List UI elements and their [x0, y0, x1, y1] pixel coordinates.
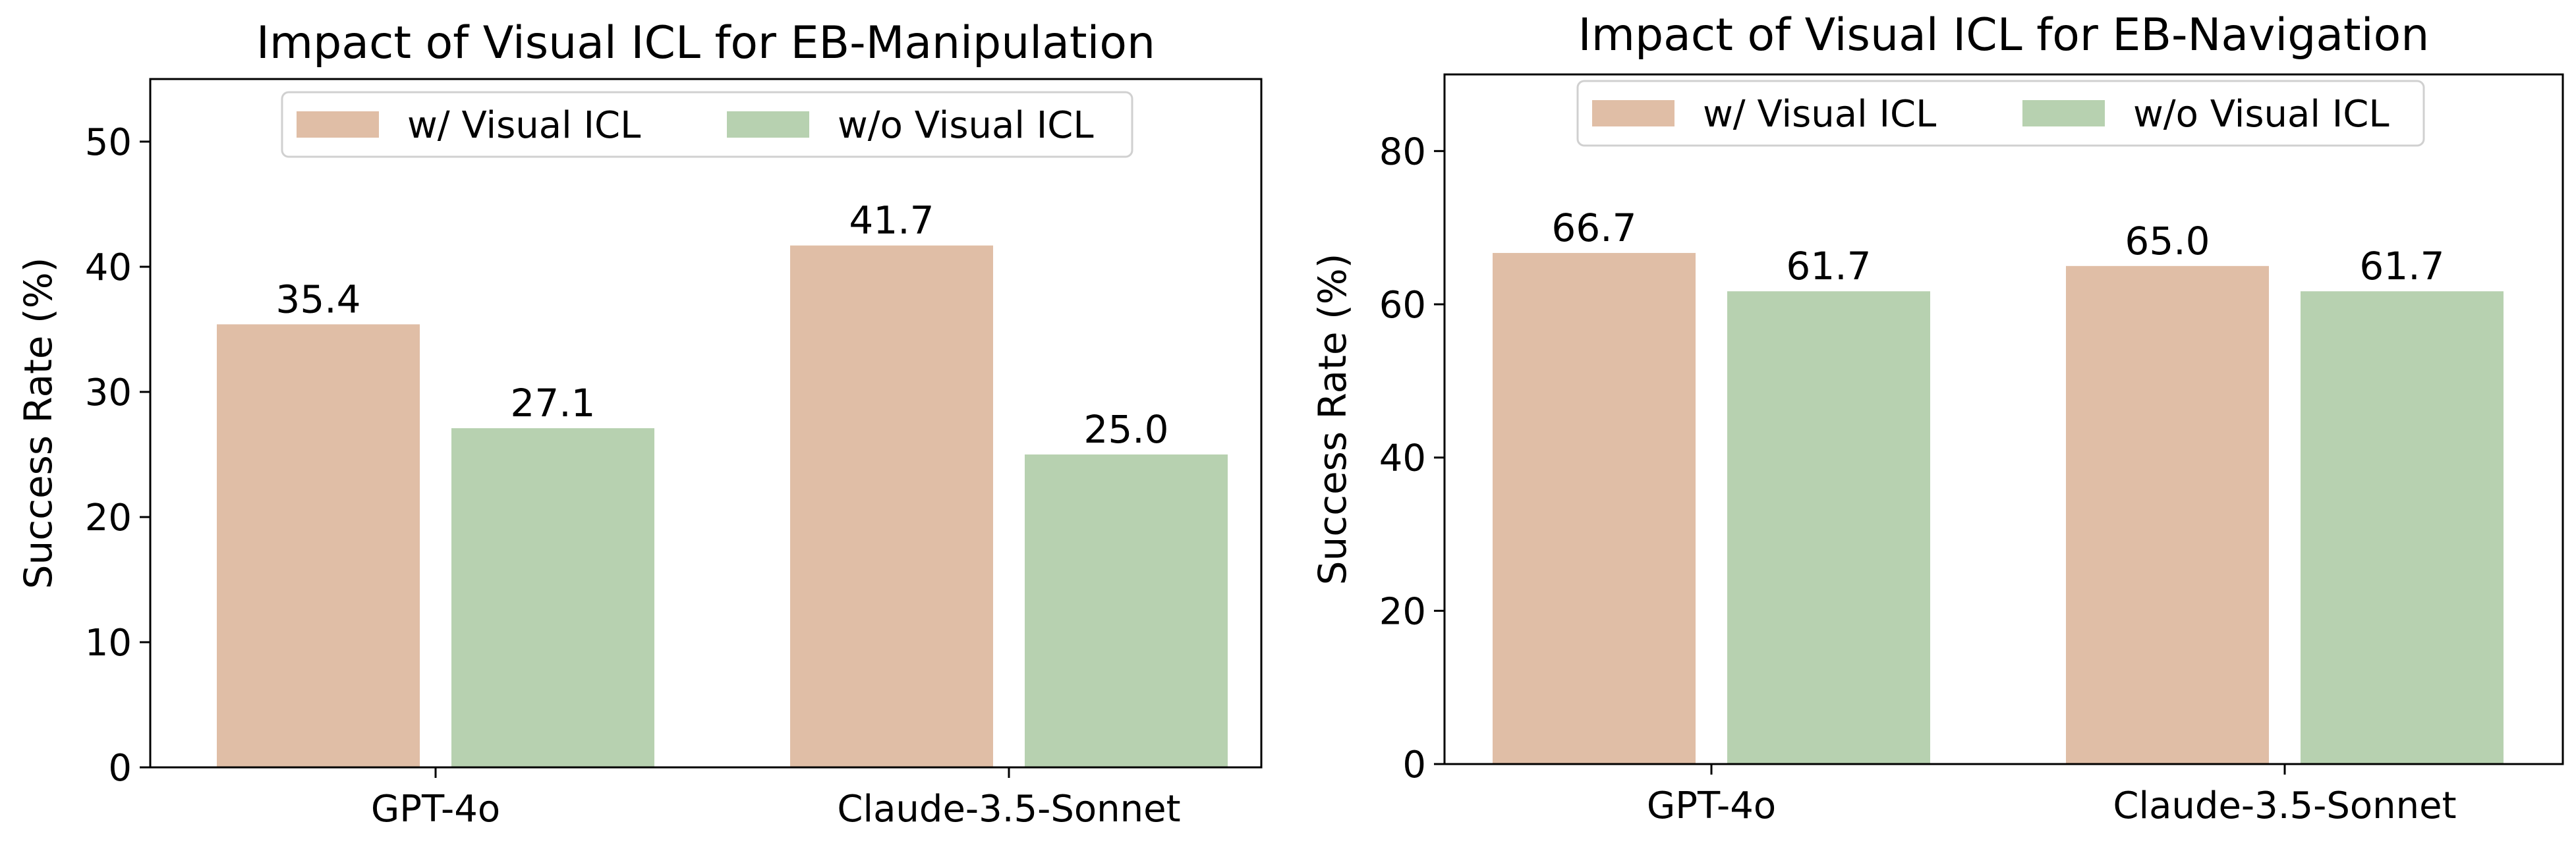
bar-without-visual-icl-1: [1727, 291, 1930, 764]
data-label: 61.7: [2359, 244, 2444, 288]
y-axis-label: Success Rate (%): [1310, 254, 1355, 586]
plot-frame: [149, 78, 1263, 769]
y-tick-label: 20: [1379, 590, 1426, 633]
y-tick-label: 0: [1402, 744, 1426, 786]
y-tick-label: 0: [108, 747, 132, 790]
data-label: 27.1: [510, 381, 595, 425]
chart-title: Impact of Visual ICL for EB-Manipulation: [256, 17, 1155, 69]
y-tick-label: 50: [85, 121, 132, 164]
data-label: 66.7: [1551, 206, 1636, 250]
x-tick-label: GPT-4o: [371, 788, 500, 831]
bar-with-visual-icl-2: [2066, 265, 2269, 764]
y-axis-label: Success Rate (%): [16, 258, 61, 590]
y-tick-label: 60: [1379, 284, 1426, 327]
y-tick-label: 30: [85, 371, 132, 414]
y-tick-label: 10: [85, 622, 132, 665]
legend-swatch: [727, 111, 809, 138]
legend-box: [1576, 80, 2425, 147]
legend-label: w/o Visual ICL: [838, 104, 1094, 147]
legend-box: [281, 91, 1133, 158]
legend-swatch: [1592, 100, 1674, 126]
bar-with-visual-icl-1: [217, 324, 420, 767]
legend: w/ Visual ICL w/o Visual ICL: [1576, 80, 2425, 147]
y-tick-label: 40: [85, 246, 132, 289]
bar-without-visual-icl-2: [1025, 454, 1228, 767]
legend: w/ Visual ICL w/o Visual ICL: [281, 91, 1133, 158]
data-label: 41.7: [849, 198, 934, 243]
y-tick-label: 80: [1379, 130, 1426, 173]
x-tick-label: Claude-3.5-Sonnet: [2113, 784, 2456, 827]
y-tick-label: 20: [85, 497, 132, 539]
x-tick-label: Claude-3.5-Sonnet: [837, 788, 1180, 831]
legend-label: w/ Visual ICL: [1703, 93, 1936, 136]
legend-swatch: [2022, 100, 2105, 126]
chart-2: Impact of Visual ICL for EB-Navigation Su…: [1310, 9, 2564, 827]
bar-with-visual-icl-2: [790, 245, 993, 767]
legend-label: w/ Visual ICL: [407, 104, 641, 147]
data-label: 61.7: [1786, 244, 1871, 288]
chart-title: Impact of Visual ICL for EB-Navigation: [1578, 9, 2430, 61]
y-tick-label: 40: [1379, 437, 1426, 480]
legend-swatch: [297, 111, 379, 138]
bar-without-visual-icl-1: [451, 428, 654, 767]
bar-without-visual-icl-2: [2301, 291, 2504, 764]
data-label: 65.0: [2125, 219, 2210, 263]
data-label: 25.0: [1083, 407, 1168, 452]
x-tick-label: GPT-4o: [1647, 784, 1776, 827]
bar-with-visual-icl-1: [1493, 253, 1696, 765]
data-label: 35.4: [275, 277, 360, 321]
chart-1: Impact of Visual ICL for EB-Manipulation…: [16, 17, 1263, 831]
legend-label: w/o Visual ICL: [2133, 93, 2390, 136]
plot-frame: [1443, 73, 2564, 765]
